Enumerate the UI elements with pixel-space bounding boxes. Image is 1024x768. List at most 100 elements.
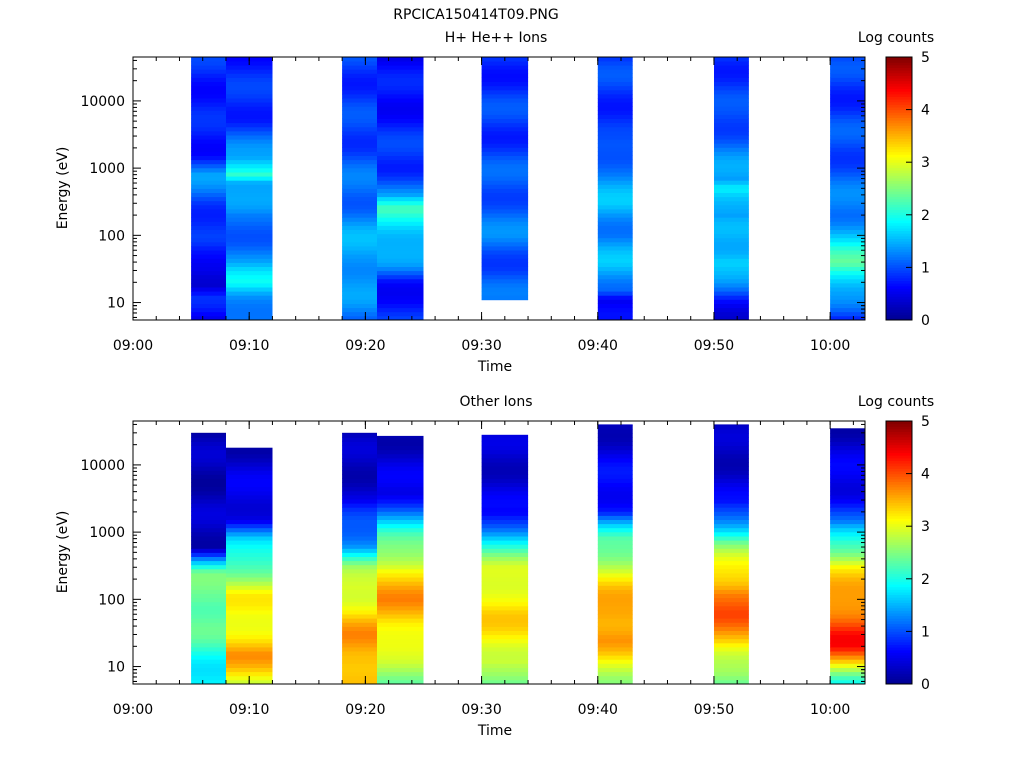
heatmap-cell [830,515,865,520]
heatmap-cell [342,478,377,483]
heatmap-cell [226,564,273,570]
colorbar-swatch [886,277,912,282]
heatmap-cell [481,110,529,115]
heatmap-cell [714,180,749,185]
heatmap-cell [714,573,749,578]
colorbar-swatch [886,170,912,174]
heatmap-cell [191,229,226,235]
heatmap-cell [377,552,424,557]
heatmap-cell [481,262,529,267]
heatmap-cell [830,466,865,471]
heatmap-cell [226,192,273,198]
heatmap-cell [481,482,529,488]
heatmap-cell [714,274,749,280]
colorbar-swatch [886,296,912,300]
colorbar-tick-label: 1 [921,260,930,276]
heatmap-cell [830,184,865,189]
colorbar-swatch [886,248,912,253]
heatmap-cell [191,287,226,292]
colorbar-swatch [886,238,912,242]
heatmap-cell [714,217,749,222]
heatmap-cell [597,254,633,259]
heatmap-cell [226,490,273,496]
heatmap-cell [597,449,633,455]
heatmap-cell [377,458,424,463]
heatmap-cell [830,503,865,508]
heatmap-cell [830,556,865,562]
heatmap-cell [481,209,529,214]
heatmap-cell [377,213,424,218]
heatmap-cell [377,634,424,640]
heatmap-cell [377,610,424,615]
heatmap-cell [226,458,273,463]
heatmap-cell [714,433,749,438]
heatmap-cell [481,593,529,599]
heatmap-cell [830,560,865,566]
heatmap-cell [597,184,633,189]
heatmap-cell [191,283,226,288]
heatmap-cell [597,581,633,586]
heatmap-cell [342,176,377,181]
heatmap-cell [377,258,424,263]
heatmap-cell [597,552,633,557]
heatmap-cell [830,433,865,438]
colorbar-swatch [886,177,912,182]
colorbar-swatch [886,647,912,651]
heatmap-cell [226,213,273,218]
heatmap-cell [226,630,273,636]
colorbar-swatch [886,444,912,448]
heatmap-cell [226,447,273,451]
colorbar-swatch [886,626,912,630]
colorbar-swatch [886,589,912,593]
colorbar-swatch [886,599,912,603]
heatmap-cell [481,98,529,103]
heatmap-cell [342,536,377,541]
colorbar-swatch [886,549,912,553]
heatmap-cell [226,274,273,280]
heatmap-cell [342,143,377,148]
colorbar-swatch [886,634,912,638]
heatmap-cell [377,225,424,230]
colorbar: 0 1 2 3 4 5 [885,414,930,693]
colorbar-swatch [886,241,912,245]
heatmap-cell [191,437,226,442]
heatmap-cell [597,110,633,115]
colorbar-swatch [886,306,912,310]
heatmap-cell [226,254,273,259]
heatmap-cell [377,519,424,525]
colorbar-swatch [886,254,912,258]
heatmap-cell [714,548,749,553]
heatmap-cell [481,139,529,144]
heatmap-cell [830,597,865,603]
heatmap-cell [191,69,226,74]
heatmap-cell [342,180,377,185]
heatmap-cell [714,462,749,467]
colorbar-swatch [886,128,912,132]
heatmap-cell [597,85,633,91]
heatmap-cell [597,237,633,243]
heatmap-cell [597,204,633,210]
heatmap-cell [342,573,377,578]
heatmap-cell [481,176,529,181]
heatmap-cell [191,85,226,91]
heatmap-cell [597,131,633,136]
heatmap-cell [226,671,273,677]
colorbar-swatch [886,83,912,87]
heatmap-cell [191,568,226,574]
colorbar-swatch [886,243,912,247]
colorbar-swatch [886,655,912,659]
colorbar-swatch [886,314,912,318]
heatmap-cell [597,270,633,276]
heatmap-cell [377,217,424,222]
heatmap-cell [377,503,424,508]
colorbar-swatch [886,612,912,617]
colorbar-swatch [886,88,912,92]
heatmap-cell [342,135,377,140]
spectrogram-column [377,435,424,685]
heatmap-cell [714,241,749,247]
colorbar-swatch [886,67,912,71]
heatmap-cell [597,57,633,62]
heatmap-cell [714,671,749,677]
heatmap-cell [191,98,226,103]
heatmap-cell [191,581,226,586]
